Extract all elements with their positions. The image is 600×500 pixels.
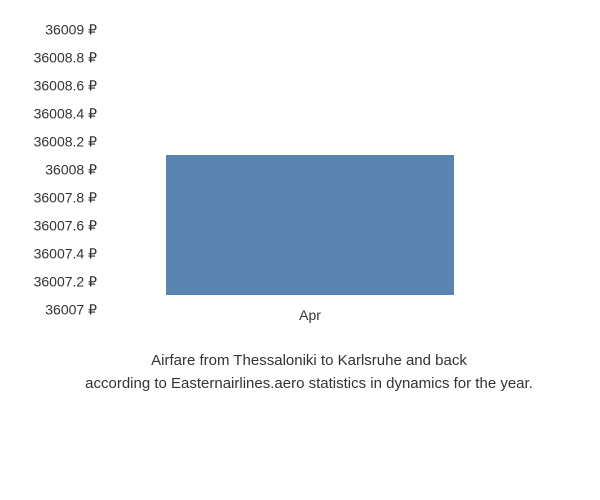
- caption-line1: Airfare from Thessaloniki to Karlsruhe a…: [151, 352, 467, 369]
- y-tick-label: 36007.2 ₽: [34, 274, 97, 291]
- bar: [166, 155, 454, 295]
- y-tick-label: 36008.8 ₽: [34, 50, 97, 67]
- chart-caption: Airfare from Thessaloniki to Karlsruhe a…: [50, 350, 568, 395]
- y-tick-label: 36008.2 ₽: [34, 134, 97, 151]
- plot-area: Apr: [110, 15, 510, 295]
- y-tick-label: 36007 ₽: [45, 302, 97, 319]
- y-tick-label: 36008 ₽: [45, 162, 97, 179]
- y-tick-label: 36007.6 ₽: [34, 218, 97, 235]
- y-tick-label: 36008.4 ₽: [34, 106, 97, 123]
- y-tick-label: 36007.8 ₽: [34, 190, 97, 207]
- y-axis: 36009 ₽36008.8 ₽36008.6 ₽36008.4 ₽36008.…: [0, 30, 105, 310]
- caption-line2: according to Easternairlines.aero statis…: [85, 375, 533, 392]
- airfare-chart: 36009 ₽ 36008.8 ₽ 36008.6 ₽ 36008.4 ₽ 36008.…: [0, 15, 600, 295]
- y-tick-label: 36007.4 ₽: [34, 246, 97, 263]
- y-tick-label: 36009 ₽: [45, 22, 97, 39]
- x-tick-label: Apr: [299, 307, 321, 323]
- y-tick-label: 36008.6 ₽: [34, 78, 97, 95]
